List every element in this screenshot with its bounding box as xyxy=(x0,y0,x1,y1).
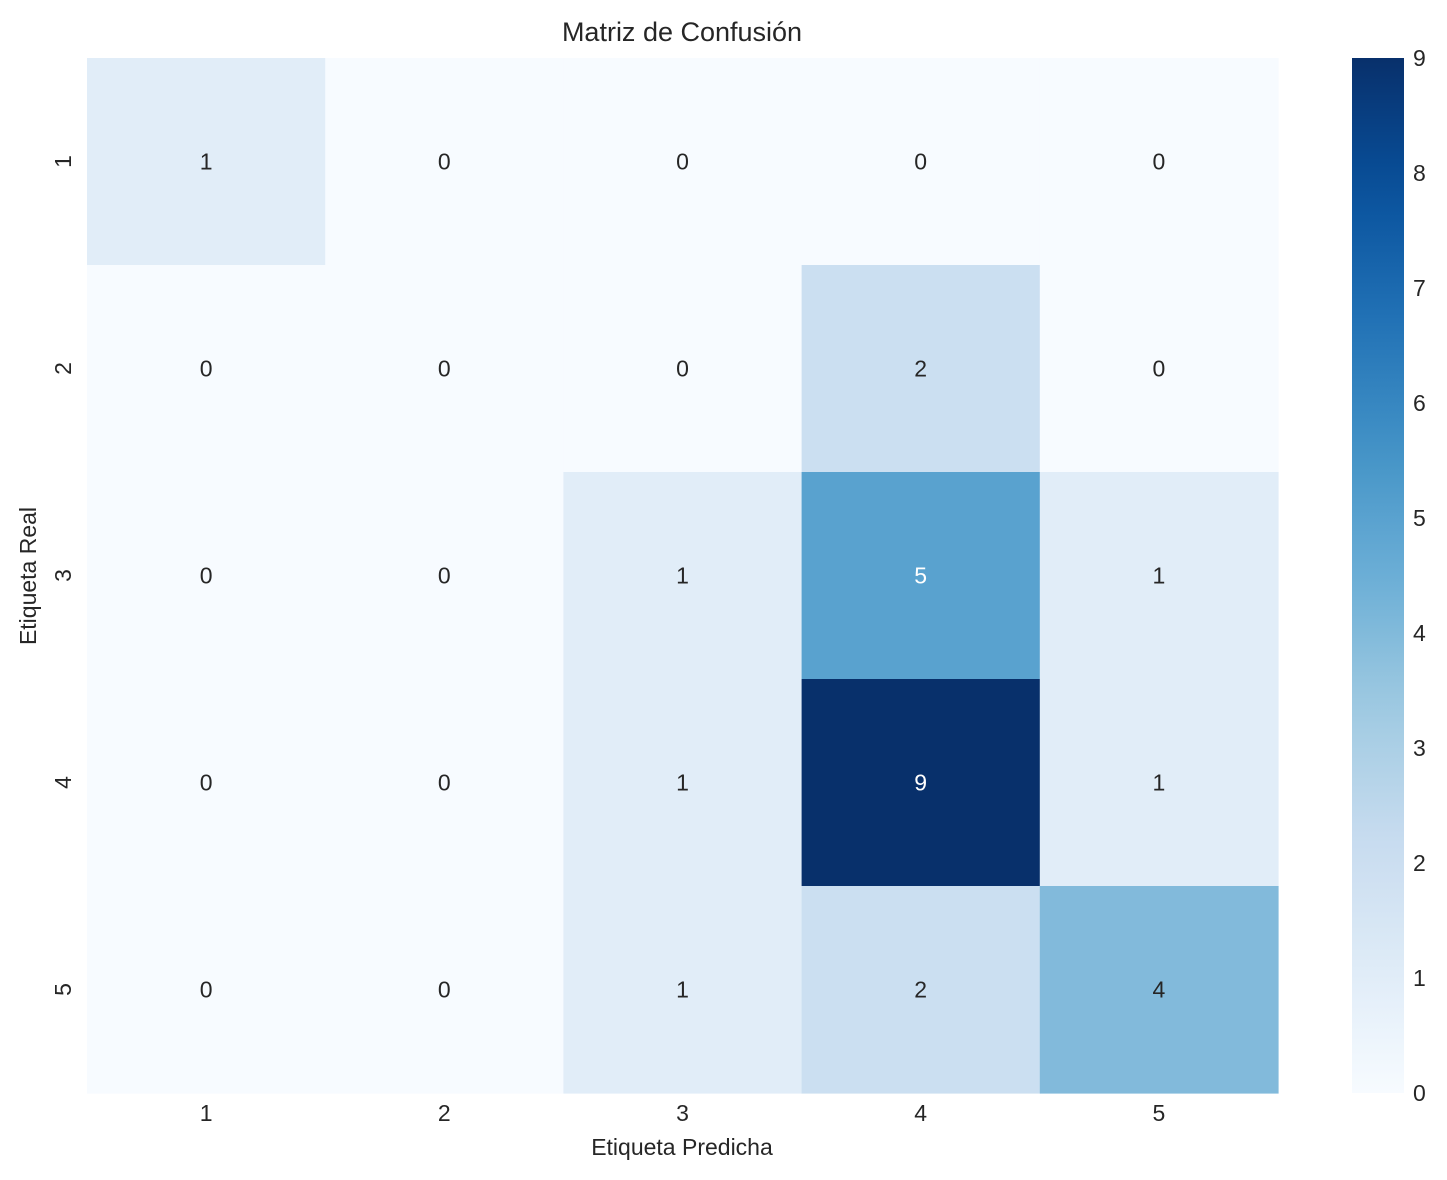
x-tick-label: 3 xyxy=(676,1100,689,1126)
colorbar-tick-label: 1 xyxy=(1413,965,1426,991)
heatmap-cell xyxy=(1039,265,1279,473)
cell-value-label: 0 xyxy=(200,563,213,589)
heatmap-cells: 1 0 0 0 0 0 0 0 2 0 0 0 1 5 1 0 0 1 9 1 0 0 1 2 4 xyxy=(87,58,1279,1094)
heatmap-cell xyxy=(1039,472,1279,680)
cell-value-label: 2 xyxy=(914,356,927,382)
y-tick-label: 1 xyxy=(50,155,76,168)
colorbar-tick-label: 9 xyxy=(1413,45,1426,71)
x-tick-label: 4 xyxy=(914,1100,927,1126)
heatmap-cell xyxy=(563,58,803,266)
heatmap-cell xyxy=(563,472,803,680)
heatmap-cell xyxy=(87,58,326,266)
colorbar-tick-label: 6 xyxy=(1413,390,1426,416)
heatmap-cell xyxy=(87,472,326,680)
cell-value-label: 0 xyxy=(438,149,451,175)
y-tick-label: 4 xyxy=(50,776,76,789)
heatmap-cell xyxy=(325,679,564,887)
heatmap-cell xyxy=(87,265,326,473)
colorbar-tick-label: 0 xyxy=(1413,1080,1426,1106)
heatmap-cell xyxy=(325,58,564,266)
cell-value-label: 9 xyxy=(914,770,927,796)
heatmap-cell xyxy=(1039,58,1279,266)
colorbar-tick-label: 7 xyxy=(1413,275,1426,301)
colorbar-tick-label: 4 xyxy=(1413,620,1426,646)
cell-value-label: 0 xyxy=(1153,149,1166,175)
cell-value-label: 0 xyxy=(200,770,213,796)
heatmap-cell xyxy=(1039,886,1279,1094)
cell-value-label: 5 xyxy=(914,563,927,589)
colorbar-tick-label: 2 xyxy=(1413,850,1426,876)
cell-value-label: 2 xyxy=(914,977,927,1003)
cell-value-label: 0 xyxy=(914,149,927,175)
colorbar-tick-label: 8 xyxy=(1413,160,1426,186)
cell-value-label: 0 xyxy=(1153,356,1166,382)
y-tick-label: 2 xyxy=(50,362,76,375)
cell-value-label: 0 xyxy=(438,356,451,382)
heatmap-cell xyxy=(87,679,326,887)
x-axis-label: Etiqueta Predicha xyxy=(591,1134,773,1160)
heatmap-cell xyxy=(563,265,803,473)
heatmap-cell xyxy=(325,472,564,680)
colorbar: 0 1 2 3 4 5 6 7 8 9 xyxy=(1352,45,1426,1106)
y-tick-label: 5 xyxy=(50,983,76,996)
cell-value-label: 4 xyxy=(1153,977,1166,1003)
x-tick-label: 5 xyxy=(1153,1100,1166,1126)
heatmap-cell xyxy=(87,886,326,1094)
cell-value-label: 0 xyxy=(676,356,689,382)
heatmap-cell xyxy=(325,265,564,473)
cell-value-label: 1 xyxy=(676,770,689,796)
cell-value-label: 0 xyxy=(438,977,451,1003)
heatmap-cell xyxy=(563,679,803,887)
x-tick-label: 1 xyxy=(200,1100,213,1126)
cell-value-label: 1 xyxy=(1153,770,1166,796)
cell-value-label: 0 xyxy=(438,770,451,796)
cell-value-label: 1 xyxy=(676,977,689,1003)
cell-value-label: 1 xyxy=(676,563,689,589)
y-axis-label: Etiqueta Real xyxy=(15,507,41,645)
cell-value-label: 1 xyxy=(1153,563,1166,589)
heatmap-cell xyxy=(801,472,1041,680)
heatmap-cell xyxy=(801,265,1041,473)
colorbar-tick-label: 3 xyxy=(1413,735,1426,761)
heatmap-cell xyxy=(563,886,803,1094)
y-tick-labels: 1 2 3 4 5 xyxy=(50,155,76,996)
y-tick-label: 3 xyxy=(50,569,76,582)
heatmap-cell xyxy=(801,886,1041,1094)
cell-value-label: 0 xyxy=(200,977,213,1003)
cell-value-label: 0 xyxy=(438,563,451,589)
heatmap-cell xyxy=(801,58,1041,266)
chart-title: Matriz de Confusión xyxy=(562,17,802,47)
cell-value-label: 0 xyxy=(676,149,689,175)
x-tick-label: 2 xyxy=(438,1100,451,1126)
colorbar-tick-label: 5 xyxy=(1413,505,1426,531)
cell-value-label: 1 xyxy=(200,149,213,175)
heatmap-cell xyxy=(801,679,1041,887)
colorbar-gradient xyxy=(1352,58,1404,1093)
heatmap-cell xyxy=(325,886,564,1094)
x-tick-labels: 1 2 3 4 5 xyxy=(200,1100,1166,1126)
cell-value-label: 0 xyxy=(200,356,213,382)
heatmap-cell xyxy=(1039,679,1279,887)
